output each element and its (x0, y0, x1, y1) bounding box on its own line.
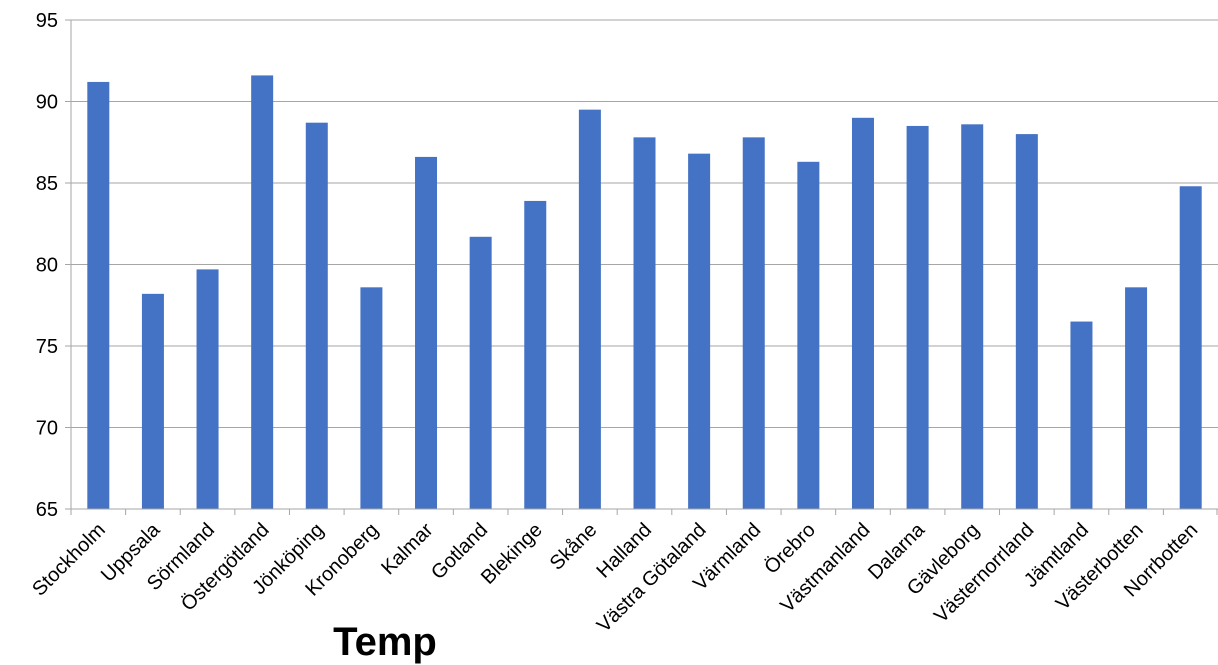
bar (1015, 134, 1038, 509)
x-tick-label: Stockholm (28, 519, 110, 601)
axes (70, 20, 1218, 510)
bar (1179, 186, 1202, 509)
chart-title: Temp (333, 620, 437, 664)
bar (469, 236, 492, 510)
bar (797, 161, 820, 509)
y-tick-label: 65 (36, 499, 58, 521)
y-tick-label: 70 (36, 418, 58, 440)
bar (906, 125, 929, 509)
bar (415, 156, 438, 510)
x-axis-ticks: StockholmUppsalaSörmlandÖstergötlandJönk… (28, 509, 1218, 637)
y-tick-label: 80 (36, 255, 58, 277)
bar (141, 293, 164, 509)
x-tick-label: Blekinge (477, 519, 547, 589)
bar (1125, 287, 1148, 509)
bar (87, 81, 110, 509)
y-axis-ticks: 65 70 75 80 85 90 95 (36, 10, 71, 521)
y-tick-label: 90 (36, 92, 58, 114)
bar (633, 137, 656, 510)
y-tick-label: 95 (36, 10, 58, 32)
y-tick-label: 75 (36, 336, 58, 358)
bar (742, 137, 765, 510)
bar (961, 124, 984, 509)
bar (851, 117, 874, 510)
bar (305, 122, 328, 509)
bar (1070, 321, 1093, 509)
bar (360, 287, 383, 509)
bar (251, 75, 274, 510)
bar (688, 153, 711, 509)
bar (578, 109, 601, 510)
bars (87, 75, 1202, 510)
bar (524, 200, 547, 509)
y-tick-label: 85 (36, 173, 58, 195)
bar (196, 269, 219, 509)
